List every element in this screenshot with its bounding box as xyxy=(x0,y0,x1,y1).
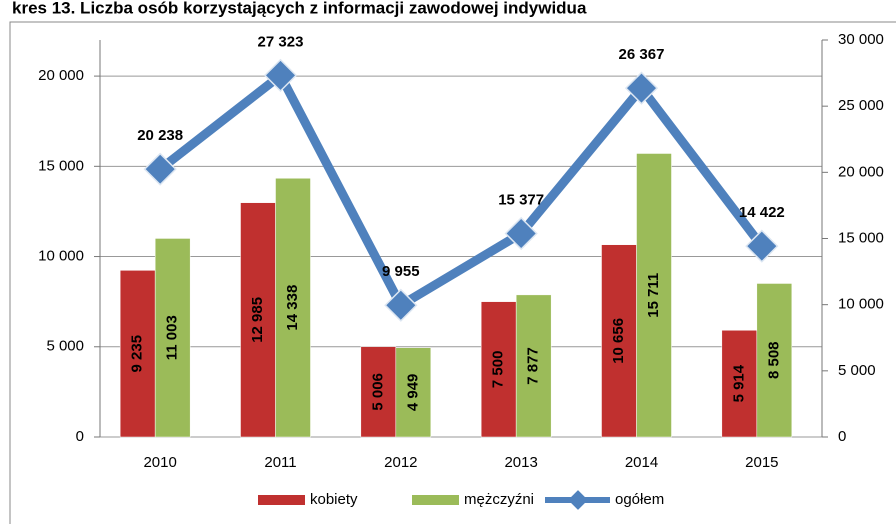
point xyxy=(745,229,779,263)
legend-label: mężczyźni xyxy=(464,491,534,508)
legend-label: ogółem xyxy=(615,491,664,508)
y-tick-label: 20 000 xyxy=(38,67,84,84)
line xyxy=(157,70,766,310)
bar xyxy=(515,294,552,438)
data-label: 27 323 xyxy=(258,33,304,50)
y-tick-label: 10 000 xyxy=(38,248,84,265)
data-label: 5 914 xyxy=(730,364,747,402)
y2-tick-label: 25 000 xyxy=(838,97,884,114)
data-label: 12 985 xyxy=(249,297,266,343)
x-tick-label: 2013 xyxy=(504,454,537,471)
point xyxy=(504,216,538,251)
data-label: 7 500 xyxy=(490,351,507,389)
y-tick-label: 0 xyxy=(76,428,84,445)
x-tick-label: 2012 xyxy=(384,454,417,471)
bar xyxy=(636,153,672,438)
y2-tick-label: 20 000 xyxy=(838,163,884,180)
data-label: 4 949 xyxy=(404,374,421,412)
x-tick-label: 2011 xyxy=(264,454,296,471)
x-tick-label: 2010 xyxy=(143,454,176,471)
bar xyxy=(756,283,793,438)
point xyxy=(384,288,418,322)
data-label: 9 235 xyxy=(129,335,146,373)
bar xyxy=(154,238,191,438)
y2-tick-label: 5 000 xyxy=(838,362,876,379)
y-tick-label: 5 000 xyxy=(46,338,84,355)
legend-swatch xyxy=(412,495,459,505)
y2-tick-label: 15 000 xyxy=(838,229,884,246)
data-label: 26 367 xyxy=(619,46,665,63)
legend-label: kobiety xyxy=(310,491,358,508)
y2-tick-label: 30 000 xyxy=(838,31,884,48)
data-label: 7 877 xyxy=(525,347,542,385)
bar xyxy=(240,202,276,438)
data-label: 15 711 xyxy=(645,273,662,318)
point xyxy=(624,71,659,105)
x-tick-label: 2015 xyxy=(745,454,778,471)
x-tick-label: 2014 xyxy=(625,454,658,471)
chart-title: kres 13. Liczba osób korzystających z in… xyxy=(12,0,587,17)
y2-tick-label: 10 000 xyxy=(838,296,884,313)
data-label: 5 006 xyxy=(369,373,386,411)
point xyxy=(263,58,298,93)
data-label: 11 003 xyxy=(164,315,181,360)
y-tick-label: 15 000 xyxy=(38,157,84,174)
bar xyxy=(360,346,397,438)
point xyxy=(143,152,177,186)
frame xyxy=(9,21,896,524)
bar xyxy=(395,347,432,438)
data-label: 8 508 xyxy=(765,341,782,379)
legend-marker xyxy=(568,490,588,510)
bar xyxy=(275,178,311,438)
legend-swatch xyxy=(258,495,305,505)
data-label: 9 955 xyxy=(382,263,420,280)
data-label: 14 338 xyxy=(284,285,301,331)
data-label: 14 422 xyxy=(739,204,785,221)
bar xyxy=(119,270,156,438)
data-label: 20 238 xyxy=(137,127,183,144)
data-label: 15 377 xyxy=(498,191,544,208)
bar xyxy=(601,244,637,438)
bar xyxy=(480,301,517,438)
y2-tick-label: 0 xyxy=(838,428,846,445)
data-label: 10 656 xyxy=(610,318,627,364)
